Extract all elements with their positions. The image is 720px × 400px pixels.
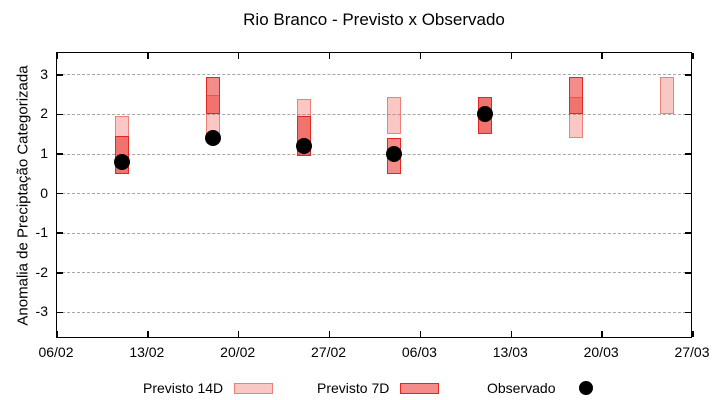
x-tick-mark <box>692 331 694 337</box>
x-tick-label: 06/03 <box>401 344 437 360</box>
y-tick-label: 3 <box>40 65 48 82</box>
y-tick-label: -1 <box>35 224 48 241</box>
x-tick-mark <box>510 331 513 337</box>
x-tick-mark <box>237 53 240 59</box>
y-tick-label: 0 <box>40 184 48 201</box>
y-tick-mark <box>685 192 691 195</box>
x-tick-label: 20/03 <box>583 344 619 360</box>
x-tick-mark <box>601 53 603 59</box>
forecast-box-14d <box>660 76 675 115</box>
legend-sample-area <box>234 379 274 397</box>
x-tick-mark <box>56 331 58 337</box>
x-tick-label: 27/03 <box>674 344 710 360</box>
legend-item-observado: Observado <box>487 379 605 397</box>
y-gridline <box>57 74 691 76</box>
y-tick-mark <box>57 192 63 195</box>
y-gridline <box>57 311 691 313</box>
x-tick-label: 13/03 <box>492 344 528 360</box>
observado-point <box>295 138 312 155</box>
x-tick-mark <box>328 53 331 59</box>
y-tick-mark <box>685 232 691 234</box>
x-tick-mark <box>56 53 58 59</box>
y-gridline <box>57 193 691 195</box>
legend-sample-area <box>400 379 440 397</box>
y-tick-mark <box>57 153 63 155</box>
legend-item-previsto-7d: Previsto 7D <box>317 379 440 397</box>
x-tick-label: 27/02 <box>311 344 347 360</box>
y-tick-mark <box>685 153 691 155</box>
x-tick-mark <box>601 331 603 337</box>
legend-label-previsto-7d: Previsto 7D <box>317 380 390 396</box>
x-tick-mark <box>692 53 694 59</box>
y-tick-mark <box>57 113 63 116</box>
y-tick-label: -3 <box>35 303 48 320</box>
y-gridline <box>57 113 691 115</box>
x-tick-mark <box>147 331 149 337</box>
forecast-box-7d <box>569 76 584 115</box>
y-tick-mark <box>685 113 691 116</box>
x-tick-mark <box>510 53 513 59</box>
previsto-7d-swatch-icon <box>400 382 440 394</box>
y-tick-label: 1 <box>40 145 48 161</box>
x-tick-mark <box>237 331 240 337</box>
y-gridline <box>57 153 691 155</box>
forecast-box-14d <box>387 96 402 135</box>
y-tick-mark <box>685 311 691 314</box>
observado-point <box>113 153 130 170</box>
y-tick-label: 2 <box>40 105 48 122</box>
y-tick-mark <box>685 272 691 274</box>
legend-item-previsto-14d: Previsto 14D <box>143 379 274 397</box>
legend-label-observado: Observado <box>487 380 556 396</box>
y-gridline <box>57 272 691 274</box>
legend-label-previsto-14d: Previsto 14D <box>143 380 224 396</box>
y-tick-mark <box>685 74 691 76</box>
y-tick-mark <box>57 74 63 76</box>
x-tick-mark <box>328 331 331 337</box>
forecast-box-7d <box>205 76 220 115</box>
observado-point <box>477 106 494 123</box>
y-gridline <box>57 232 691 234</box>
x-tick-mark <box>419 53 422 59</box>
x-tick-mark <box>147 53 149 59</box>
chart-title: Rio Branco - Previsto x Observado <box>243 10 505 29</box>
x-tick-label: 20/02 <box>220 344 256 360</box>
x-tick-mark <box>419 331 422 337</box>
y-tick-label: -2 <box>35 263 48 280</box>
legend-sample-area <box>566 379 605 397</box>
plot-area <box>56 52 694 338</box>
x-tick-label: 13/02 <box>129 344 165 360</box>
observado-dot-icon <box>578 381 593 395</box>
y-tick-mark <box>57 272 63 274</box>
previsto-14d-swatch-icon <box>234 382 274 394</box>
x-tick-label: 06/02 <box>38 344 74 360</box>
observado-point <box>204 130 221 147</box>
y-tick-mark <box>57 232 63 234</box>
observado-point <box>386 146 403 162</box>
y-tick-mark <box>57 311 63 314</box>
